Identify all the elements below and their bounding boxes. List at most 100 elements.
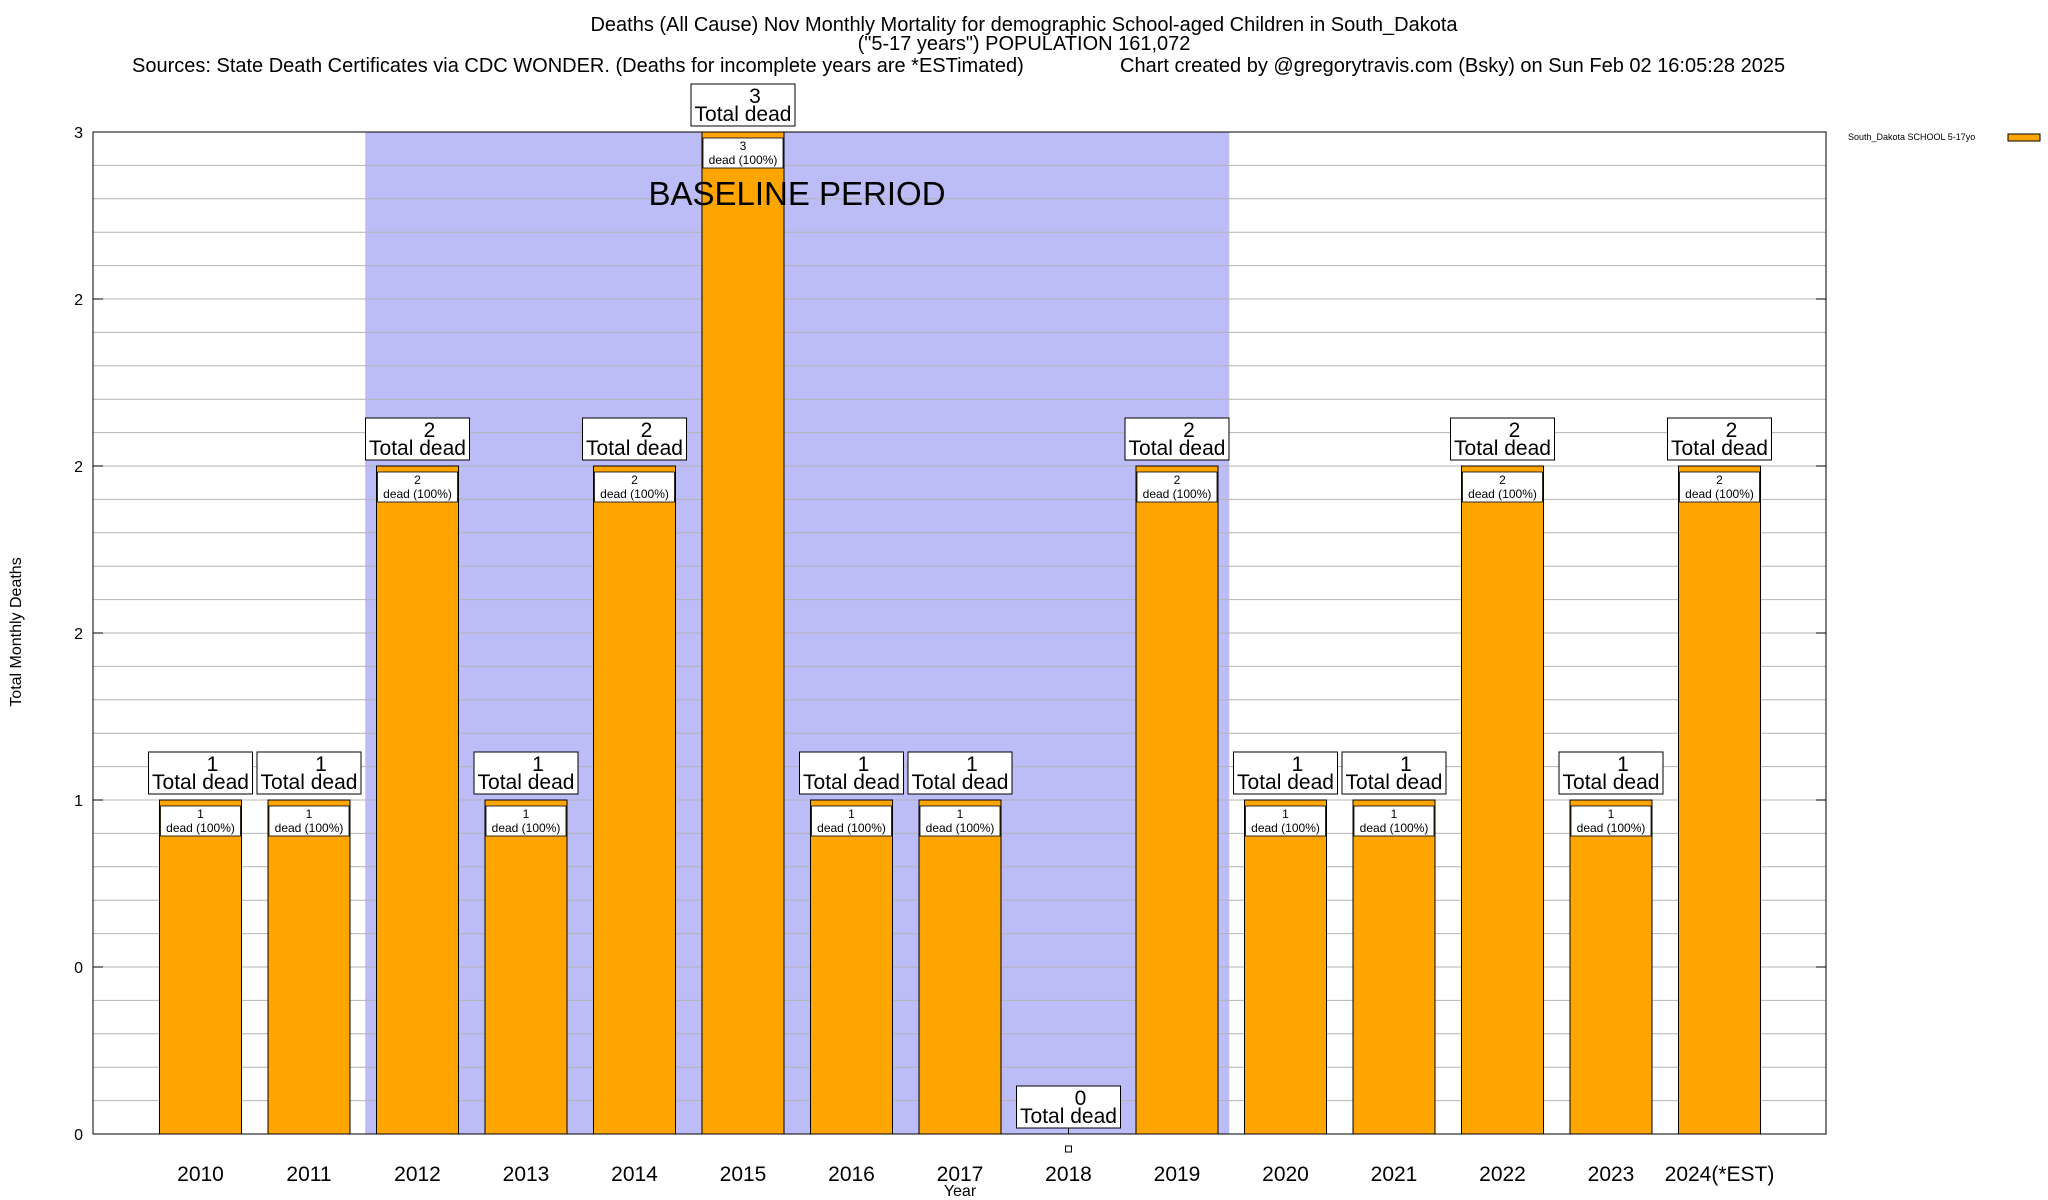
y-tick-label: 0 [74, 960, 83, 977]
bar [1461, 465, 1544, 1135]
bar-inner-label: dead (100%) [492, 821, 561, 835]
bar-inner-label: dead (100%) [1577, 821, 1646, 835]
total-label-box [1450, 417, 1555, 461]
x-axis-title: Year [944, 1183, 977, 1200]
total-label: Total dead [695, 103, 792, 126]
x-tick-label: 2020 [1262, 1163, 1309, 1186]
legend: South_Dakota SCHOOL 5-17yo [1848, 132, 2041, 142]
bar-inner-label-box [268, 805, 350, 837]
total-label-box [690, 83, 796, 127]
bar-inner-label-box [1245, 805, 1326, 837]
bar [1135, 465, 1219, 1135]
legend-swatch [2007, 133, 2041, 142]
bar-inner-label: dead (100%) [1468, 487, 1537, 501]
bar-inner-value: 1 [848, 807, 855, 821]
bar [810, 799, 893, 1135]
x-tick-label: 2011 [286, 1163, 331, 1186]
bar-inner-label: dead (100%) [709, 153, 778, 167]
total-label-box [473, 751, 579, 795]
bar-inner-label: dead (100%) [1685, 487, 1754, 501]
total-label: Total dead [803, 771, 900, 794]
total-value: 2 [1183, 419, 1195, 442]
total-label: Total dead [1237, 771, 1334, 794]
bar [376, 465, 459, 1135]
total-label-box [1558, 751, 1664, 795]
x-tick-label: 2023 [1588, 1163, 1635, 1186]
total-label-box [1016, 1085, 1121, 1129]
total-label: Total dead [1563, 771, 1660, 794]
bar-inner-label: dead (100%) [926, 821, 995, 835]
x-tick-label: 2010 [177, 1163, 224, 1186]
bar-inner-value: 1 [197, 807, 204, 821]
total-label: Total dead [1346, 771, 1443, 794]
bar-inner-label: dead (100%) [166, 821, 235, 835]
bar-inner-label-box [377, 471, 458, 503]
total-value: 1 [532, 753, 544, 776]
bar-inner-label-box [485, 805, 567, 837]
bar-inner-label-box [594, 471, 675, 503]
bar [1244, 799, 1327, 1135]
bar-inner-value: 2 [1716, 473, 1723, 487]
bar-inner-value: 3 [740, 139, 747, 153]
bar-inner-label: dead (100%) [1251, 821, 1320, 835]
y-tick-label: 0 [74, 1127, 83, 1144]
total-label: Total dead [1129, 437, 1226, 460]
total-label: Total dead [586, 437, 683, 460]
x-tick-label: 2016 [828, 1163, 875, 1186]
bar-inner-label-box [919, 805, 1001, 837]
total-label-box [1233, 751, 1338, 795]
y-tick-label: 3 [74, 125, 83, 142]
bar-inner-label-box [1136, 471, 1218, 503]
total-label: Total dead [912, 771, 1009, 794]
x-tick-label: 2018 [1045, 1163, 1092, 1186]
bar-inner-label: dead (100%) [383, 487, 452, 501]
total-label: Total dead [152, 771, 249, 794]
x-tick-label: 2019 [1154, 1163, 1201, 1186]
x-tick-label: 2012 [394, 1163, 441, 1186]
sources-note: Sources: State Death Certificates via CD… [132, 55, 1024, 77]
y-tick-label: 2 [74, 292, 83, 309]
total-value: 1 [1292, 753, 1304, 776]
bar-inner-label: dead (100%) [817, 821, 886, 835]
bar-inner-label: dead (100%) [275, 821, 344, 835]
total-value: 1 [966, 753, 978, 776]
total-label-box [799, 751, 904, 795]
chart-title: Deaths (All Cause) Nov Monthly Mortality… [590, 14, 1458, 36]
bar-inner-value: 2 [631, 473, 638, 487]
bar [1678, 465, 1761, 1135]
x-tick-label: 2013 [503, 1163, 550, 1186]
bar-inner-label-box [1570, 805, 1652, 837]
total-value: 2 [1509, 419, 1521, 442]
total-label: Total dead [1671, 437, 1768, 460]
bar-inner-value: 2 [1499, 473, 1506, 487]
total-label: Total dead [1020, 1105, 1117, 1128]
bar-inner-label: dead (100%) [600, 487, 669, 501]
legend-label: South_Dakota SCHOOL 5-17yo [1848, 132, 1975, 142]
y-axis-title: Total Monthly Deaths [8, 557, 25, 706]
x-tick-label: 2015 [720, 1163, 767, 1186]
y-axis-ticks: 0 0 1 2 2 2 3 [74, 125, 1826, 1144]
bar-inner-value: 1 [523, 807, 530, 821]
bar-inner-value: 1 [957, 807, 964, 821]
total-value: 1 [207, 753, 219, 776]
bar [484, 799, 568, 1135]
total-label: Total dead [1454, 437, 1551, 460]
bar-inner-value: 1 [1608, 807, 1615, 821]
bar [593, 465, 676, 1135]
bar-inner-value: 2 [1174, 473, 1181, 487]
bar-inner-value: 1 [1391, 807, 1398, 821]
bar-inner-label-box [1353, 805, 1435, 837]
bar [159, 799, 242, 1135]
total-label: Total dead [369, 437, 466, 460]
total-value: 0 [1075, 1087, 1087, 1110]
